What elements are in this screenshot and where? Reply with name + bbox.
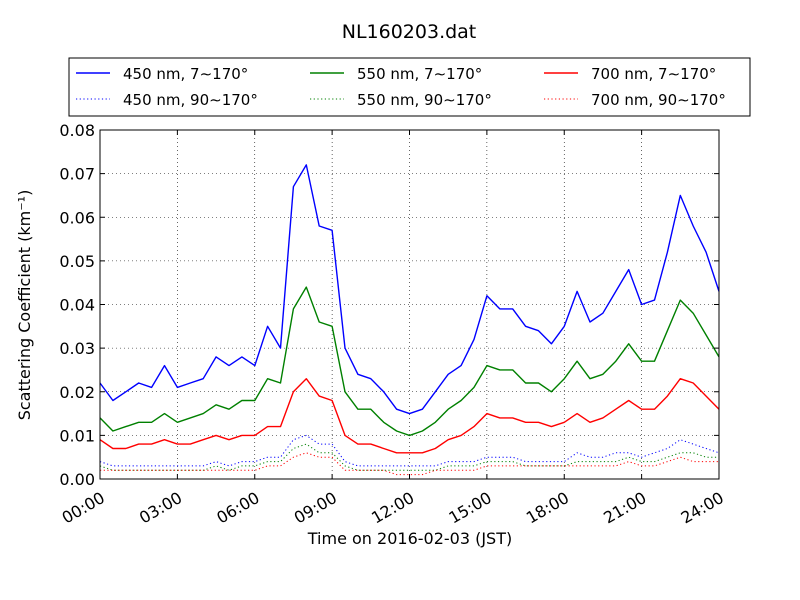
x-tick-label: 18:00 — [523, 488, 572, 528]
series-line-4 — [99, 443, 719, 471]
legend-label: 550 nm, 90∼170° — [357, 91, 492, 109]
y-tick-label: 0.03 — [59, 339, 95, 358]
x-tick-label: 24:00 — [678, 488, 727, 528]
x-tick-label: 00:00 — [59, 488, 108, 528]
y-tick-label: 0.05 — [59, 252, 95, 271]
legend: 450 nm, 7∼170° 450 nm, 90∼170° 550 nm, 7∼1… — [68, 57, 751, 117]
x-tick-label: 15:00 — [445, 488, 494, 528]
y-tick-label: 0.06 — [59, 208, 95, 227]
y-tick-label: 0.07 — [59, 165, 95, 184]
x-tick-label: 09:00 — [291, 488, 340, 528]
legend-label: 700 nm, 7∼170° — [591, 65, 716, 83]
x-tick-label: 21:00 — [600, 488, 649, 528]
series-line-3 — [99, 286, 720, 437]
series-line-6 — [100, 452, 719, 476]
legend-label: 700 nm, 90∼170° — [591, 91, 726, 109]
y-axis-label: Scattering Coefficient (km⁻¹) — [15, 190, 34, 421]
y-tick-label: 0.02 — [59, 383, 95, 402]
x-tick-label: 03:00 — [136, 488, 185, 528]
x-tick-label: 06:00 — [213, 488, 262, 528]
x-axis-label: Time on 2016-02-03 (JST) — [307, 529, 512, 548]
legend-label: 450 nm, 90∼170° — [123, 91, 258, 109]
y-tick-label: 0.01 — [59, 426, 95, 445]
legend-label: 550 nm, 7∼170° — [357, 65, 482, 83]
x-axis: 00:00 03:00 06:00 09:00 12:00 15:00 18:00 21:00… — [59, 130, 727, 528]
y-tick-label: 0.04 — [59, 296, 95, 315]
y-tick-label: 0.00 — [59, 470, 95, 489]
series-line-2 — [99, 434, 720, 467]
y-tick-label: 0.08 — [59, 121, 95, 140]
legend-frame — [68, 57, 751, 117]
y-axis: 0.00 0.01 0.02 0.03 0.04 0.05 0.06 0.07 0.08 — [59, 121, 719, 489]
x-tick-label: 12:00 — [368, 488, 417, 528]
grid — [99, 129, 720, 480]
legend-label: 450 nm, 7∼170° — [123, 65, 248, 83]
series-line-1 — [99, 164, 720, 415]
plot-series — [99, 164, 720, 476]
series-line-5 — [99, 378, 720, 454]
chart-title: NL160203.dat — [342, 21, 477, 43]
